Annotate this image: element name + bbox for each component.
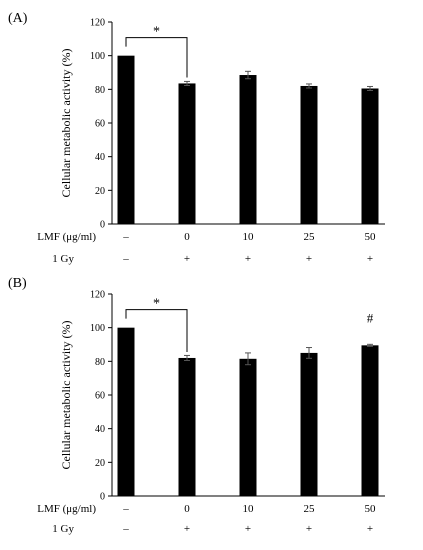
condition-value: + xyxy=(245,253,251,265)
y-tick-label: 0 xyxy=(100,220,105,231)
condition-value: 50 xyxy=(365,231,377,243)
significance-marker: # xyxy=(367,310,374,325)
condition-value: – xyxy=(122,253,129,265)
condition-value: – xyxy=(122,523,129,535)
condition-value: 25 xyxy=(304,231,316,243)
y-tick-label: 80 xyxy=(95,357,105,368)
condition-row-label: 1 Gy xyxy=(52,253,74,265)
y-tick-label: 100 xyxy=(90,323,105,334)
bar xyxy=(117,55,135,224)
bar xyxy=(361,88,379,224)
condition-row-label: LMF (μg/ml) xyxy=(37,231,96,243)
condition-value: 10 xyxy=(243,503,255,515)
y-tick-label: 40 xyxy=(95,424,105,435)
bar xyxy=(239,75,257,225)
condition-value: 0 xyxy=(184,231,190,243)
panel-label: (A) xyxy=(8,11,28,26)
bar xyxy=(300,85,318,224)
condition-value: – xyxy=(122,503,129,515)
condition-value: 10 xyxy=(243,231,255,243)
y-tick-label: 20 xyxy=(95,186,105,197)
condition-value: + xyxy=(367,253,373,265)
condition-value: – xyxy=(122,231,129,243)
bar xyxy=(239,358,257,496)
y-tick-label: 0 xyxy=(100,492,105,503)
condition-row-label: 1 Gy xyxy=(52,523,74,535)
bar xyxy=(361,345,379,496)
condition-value: + xyxy=(306,523,312,535)
significance-marker: * xyxy=(153,25,160,40)
condition-value: + xyxy=(245,523,251,535)
y-axis-title: Cellular metabolic activity (%) xyxy=(59,49,73,198)
y-tick-label: 120 xyxy=(90,290,105,301)
y-tick-label: 60 xyxy=(95,391,105,402)
condition-value: 50 xyxy=(365,503,377,515)
condition-value: 25 xyxy=(304,503,316,515)
condition-value: + xyxy=(184,253,190,265)
y-axis-title: Cellular metabolic activity (%) xyxy=(59,321,73,470)
significance-bracket xyxy=(125,37,188,78)
condition-value: + xyxy=(367,523,373,535)
bar xyxy=(117,327,135,496)
bar xyxy=(178,357,196,496)
condition-value: + xyxy=(306,253,312,265)
condition-value: 0 xyxy=(184,503,190,515)
significance-bracket xyxy=(125,309,188,352)
y-tick-label: 120 xyxy=(90,18,105,29)
y-tick-label: 100 xyxy=(90,51,105,62)
bar xyxy=(300,352,318,496)
y-tick-label: 40 xyxy=(95,152,105,163)
y-tick-label: 60 xyxy=(95,119,105,130)
panel-label: (B) xyxy=(8,276,27,291)
y-tick-label: 20 xyxy=(95,458,105,469)
condition-value: + xyxy=(184,523,190,535)
bar xyxy=(178,83,196,224)
condition-row-label: LMF (μg/ml) xyxy=(37,503,96,515)
significance-marker: * xyxy=(153,297,160,312)
y-tick-label: 80 xyxy=(95,85,105,96)
